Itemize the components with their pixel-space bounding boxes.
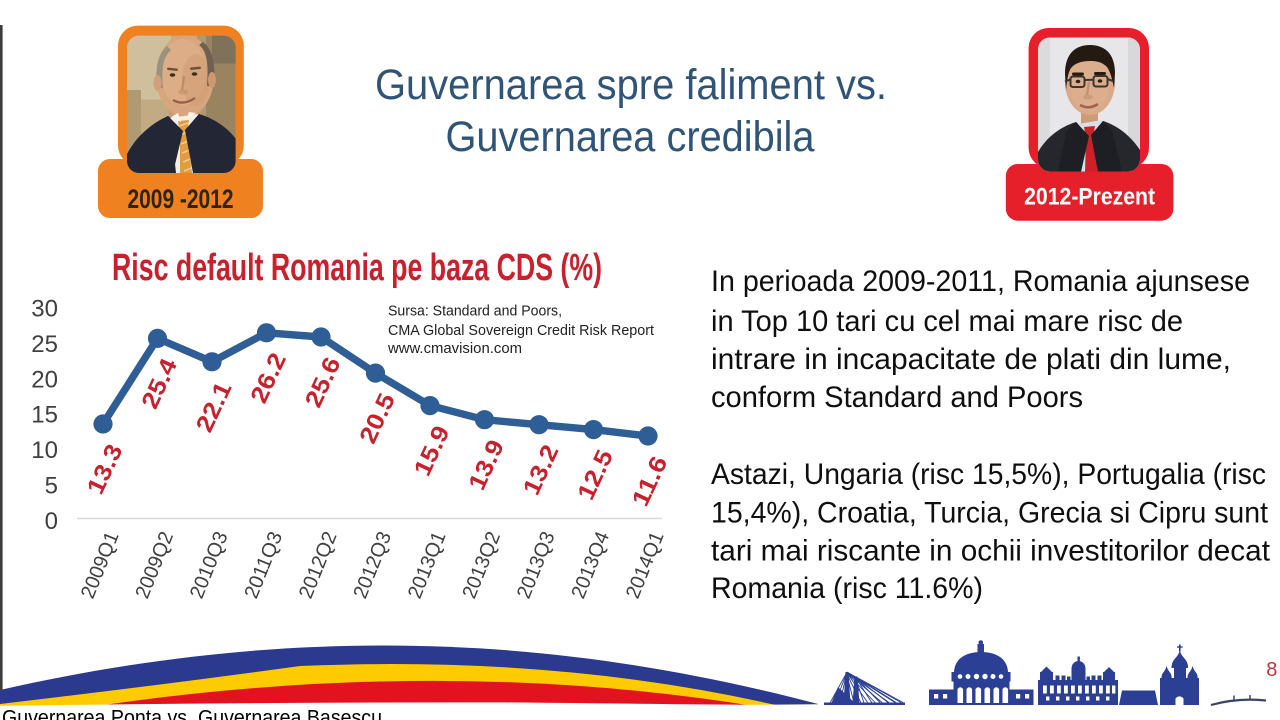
svg-text:In perioada 2009-2011, Romania: In perioada 2009-2011, Romania ajunsese xyxy=(711,265,1250,298)
svg-text:5: 5 xyxy=(45,472,58,499)
svg-text:Sursa: Standard and Poors,: Sursa: Standard and Poors, xyxy=(388,303,562,320)
svg-text:Guvernarea credibila: Guvernarea credibila xyxy=(446,113,815,161)
svg-text:30: 30 xyxy=(31,296,58,323)
svg-text:2009 -2012: 2009 -2012 xyxy=(128,184,234,214)
svg-text:Guvernarea Ponta vs. Guvernare: Guvernarea Ponta vs. Guvernarea Basescu xyxy=(2,707,382,720)
svg-text:in Top 10 tari cu cel mai mare: in Top 10 tari cu cel mai mare risc de xyxy=(711,305,1183,338)
svg-text:Romania (risc 11.6%): Romania (risc 11.6%) xyxy=(711,572,983,605)
svg-text:CMA Global Sovereign Credit Ri: CMA Global Sovereign Credit Risk Report xyxy=(388,322,655,339)
svg-text:2012-Prezent: 2012-Prezent xyxy=(1024,184,1155,211)
svg-text:15,4%), Croatia, Turcia, Greci: 15,4%), Croatia, Turcia, Grecia si Cipru… xyxy=(711,497,1269,530)
svg-text:8: 8 xyxy=(1266,659,1277,681)
svg-text:Astazi, Ungaria (risc 15,5%),: Astazi, Ungaria (risc 15,5%), Portugalia… xyxy=(711,458,1266,491)
svg-text:tari mai riscante in ochii inv: tari mai riscante in ochii investitorilo… xyxy=(711,535,1271,568)
svg-text:www.cmavision.com: www.cmavision.com xyxy=(387,340,522,357)
svg-text:25: 25 xyxy=(31,331,58,358)
svg-text:10: 10 xyxy=(31,437,58,464)
svg-text:conform Standard and Poors: conform Standard and Poors xyxy=(711,381,1083,414)
svg-text:20: 20 xyxy=(31,366,58,393)
svg-text:intrare in incapacitate de pla: intrare in incapacitate de plati din lum… xyxy=(711,343,1231,376)
svg-text:Guvernarea spre faliment vs.: Guvernarea spre faliment vs. xyxy=(375,61,887,109)
svg-text:15: 15 xyxy=(31,402,58,429)
svg-text:Risc default Romania pe baza C: Risc default Romania pe baza CDS (%) xyxy=(112,247,602,289)
svg-text:0: 0 xyxy=(45,508,58,535)
